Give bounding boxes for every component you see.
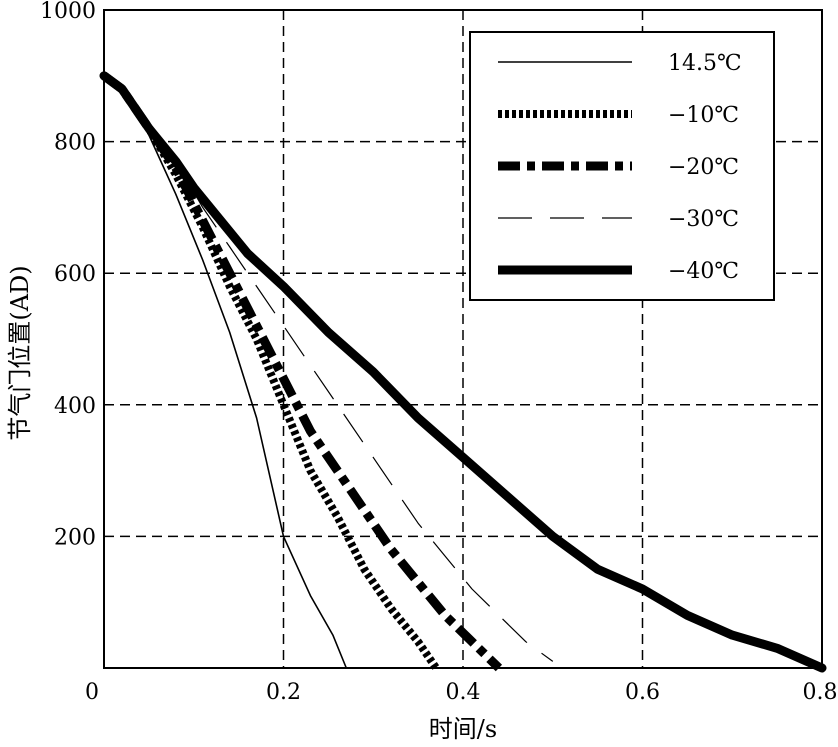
plot-frame [103, 9, 823, 669]
x-tick-label: 0.8 [803, 680, 838, 705]
x-tick-label: 0 [85, 680, 99, 705]
series-line-1 [103, 75, 348, 669]
x-tick-labels: 0 0.2 0.4 0.6 0.8 [85, 680, 838, 705]
y-axis-label: 节气门位置(AD) [6, 265, 34, 440]
legend-entry-label: 14.5℃ [668, 51, 742, 76]
legend-entry-label: −30℃ [668, 207, 739, 232]
x-tick-label: 0.6 [625, 680, 660, 705]
x-tick-label: 0.2 [266, 680, 301, 705]
y-tick-label: 200 [54, 525, 96, 550]
legend-entry-label: −20℃ [668, 155, 739, 180]
y-tick-label: 800 [54, 131, 96, 156]
y-tick-label: 600 [54, 262, 96, 287]
y-tick-labels: 200 400 600 800 1000 [40, 0, 96, 550]
x-axis-label: 时间/s [429, 715, 497, 743]
y-tick-label: 400 [54, 394, 96, 419]
legend-entry-label: −10℃ [668, 103, 739, 128]
series-line-5 [99, 71, 827, 673]
series-lines [99, 71, 827, 673]
y-tick-label: 1000 [40, 0, 96, 24]
legend: 14.5℃ −10℃ −20℃ −30℃ −40℃ [469, 31, 775, 301]
legend-entry-label: −40℃ [668, 259, 739, 284]
series-line-2 [101, 72, 440, 671]
x-tick-label: 0.4 [446, 680, 481, 705]
